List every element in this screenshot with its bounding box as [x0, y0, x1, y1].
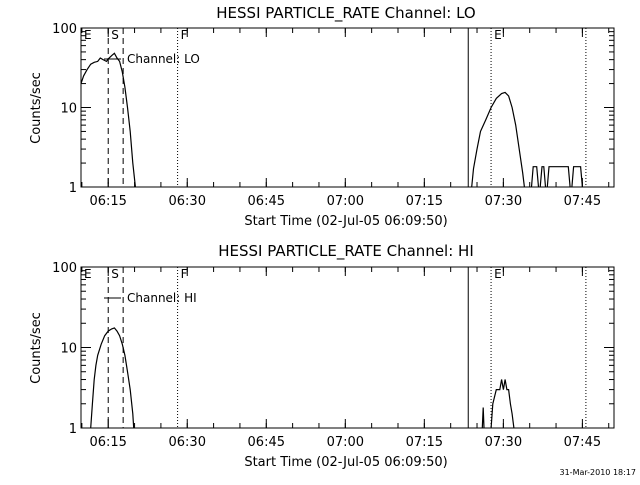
count-rate-line [80, 52, 136, 188]
event-marker-label: S [111, 267, 119, 281]
event-marker-label: S [111, 28, 119, 42]
y-tick-label: 1 [69, 181, 77, 196]
y-tick-label: 10 [60, 102, 77, 117]
event-marker-label: F [181, 267, 188, 281]
x-tick-label: 07:00 [327, 435, 364, 450]
x-axis-label: Start Time (02-Jul-05 06:09:50) [244, 214, 447, 229]
x-tick-label: 06:45 [248, 194, 285, 209]
x-tick-label: 06:45 [248, 435, 285, 450]
x-tick-label: 07:15 [406, 435, 443, 450]
x-tick-label: 06:15 [89, 435, 126, 450]
chart-panel-hi: HESSI PARTICLE_RATE Channel: HI Counts/s… [29, 242, 615, 470]
event-marker-label: E [84, 267, 92, 281]
y-axis-label: Counts/sec [29, 312, 44, 384]
x-tick-label: 07:45 [564, 194, 601, 209]
count-rate-line [530, 166, 540, 188]
count-rate-line [571, 166, 583, 188]
legend-label: Channel: LO [127, 52, 200, 66]
legend-label: Channel: HI [127, 291, 197, 305]
event-marker-label: F [181, 28, 188, 42]
chart-title: HESSI PARTICLE_RATE Channel: LO [216, 4, 475, 23]
chart-panel-lo: HESSI PARTICLE_RATE Channel: LO Counts/s… [29, 4, 615, 229]
count-rate-line [539, 166, 547, 188]
y-tick-label: 100 [52, 22, 77, 37]
event-marker-label: E [494, 28, 502, 42]
count-rate-line [481, 407, 485, 429]
count-rate-line [490, 379, 515, 429]
x-tick-label: 07:15 [406, 194, 443, 209]
count-rate-line [90, 327, 135, 429]
x-tick-label: 07:30 [485, 194, 522, 209]
x-axis-label: Start Time (02-Jul-05 06:09:50) [244, 455, 447, 470]
count-rate-line [546, 166, 571, 188]
y-axis-label: Counts/sec [29, 72, 44, 144]
footer-timestamp: 31-Mar-2010 18:17 [560, 468, 637, 477]
chart-title: HESSI PARTICLE_RATE Channel: HI [218, 242, 474, 261]
event-marker-label: E [84, 28, 92, 42]
x-tick-label: 07:45 [564, 435, 601, 450]
y-tick-label: 1 [69, 422, 77, 437]
x-tick-label: 06:30 [169, 435, 206, 450]
count-rate-line [471, 91, 525, 188]
x-tick-label: 06:15 [89, 194, 126, 209]
event-marker-label: E [494, 267, 502, 281]
x-tick-label: 06:30 [169, 194, 206, 209]
x-tick-label: 07:00 [327, 194, 364, 209]
x-tick-label: 07:30 [485, 435, 522, 450]
y-tick-label: 10 [60, 342, 77, 357]
y-tick-label: 100 [52, 261, 77, 276]
